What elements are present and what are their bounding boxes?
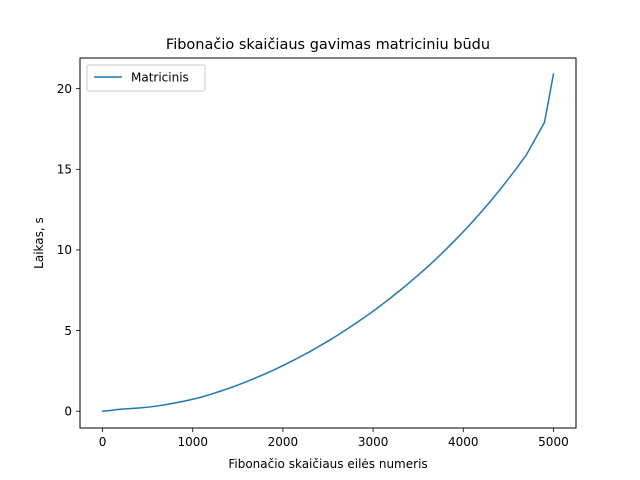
x-tick-label: 5000 [538, 435, 569, 449]
y-tick-label: 0 [64, 405, 72, 419]
series-layer [101, 73, 555, 413]
x-tick-label: 1000 [177, 435, 208, 449]
y-axis: 0 5 10 15 20 [57, 82, 80, 419]
x-axis: 0 1000 2000 3000 4000 5000 [99, 428, 569, 449]
axes-frame [79, 57, 577, 429]
y-axis-label: Laikas, s [32, 217, 46, 269]
series-line-matricinis [101, 73, 555, 413]
legend: Matricinis [86, 64, 206, 92]
chart-title: Fibonačio skaičiaus gavimas matriciniu b… [166, 37, 490, 53]
plot-area [80, 58, 576, 428]
legend-box [86, 64, 206, 92]
x-tick-label: 3000 [358, 435, 389, 449]
x-axis-label: Fibonačio skaičiaus eilės numeris [228, 457, 427, 471]
x-tick-label: 0 [99, 435, 107, 449]
y-tick-label: 15 [57, 163, 72, 177]
y-tick-label: 10 [57, 243, 72, 257]
x-tick-label: 2000 [268, 435, 299, 449]
x-tick-label: 4000 [448, 435, 479, 449]
y-tick-label: 20 [57, 82, 72, 96]
legend-label: Matricinis [131, 71, 189, 85]
y-tick-label: 5 [64, 324, 72, 338]
